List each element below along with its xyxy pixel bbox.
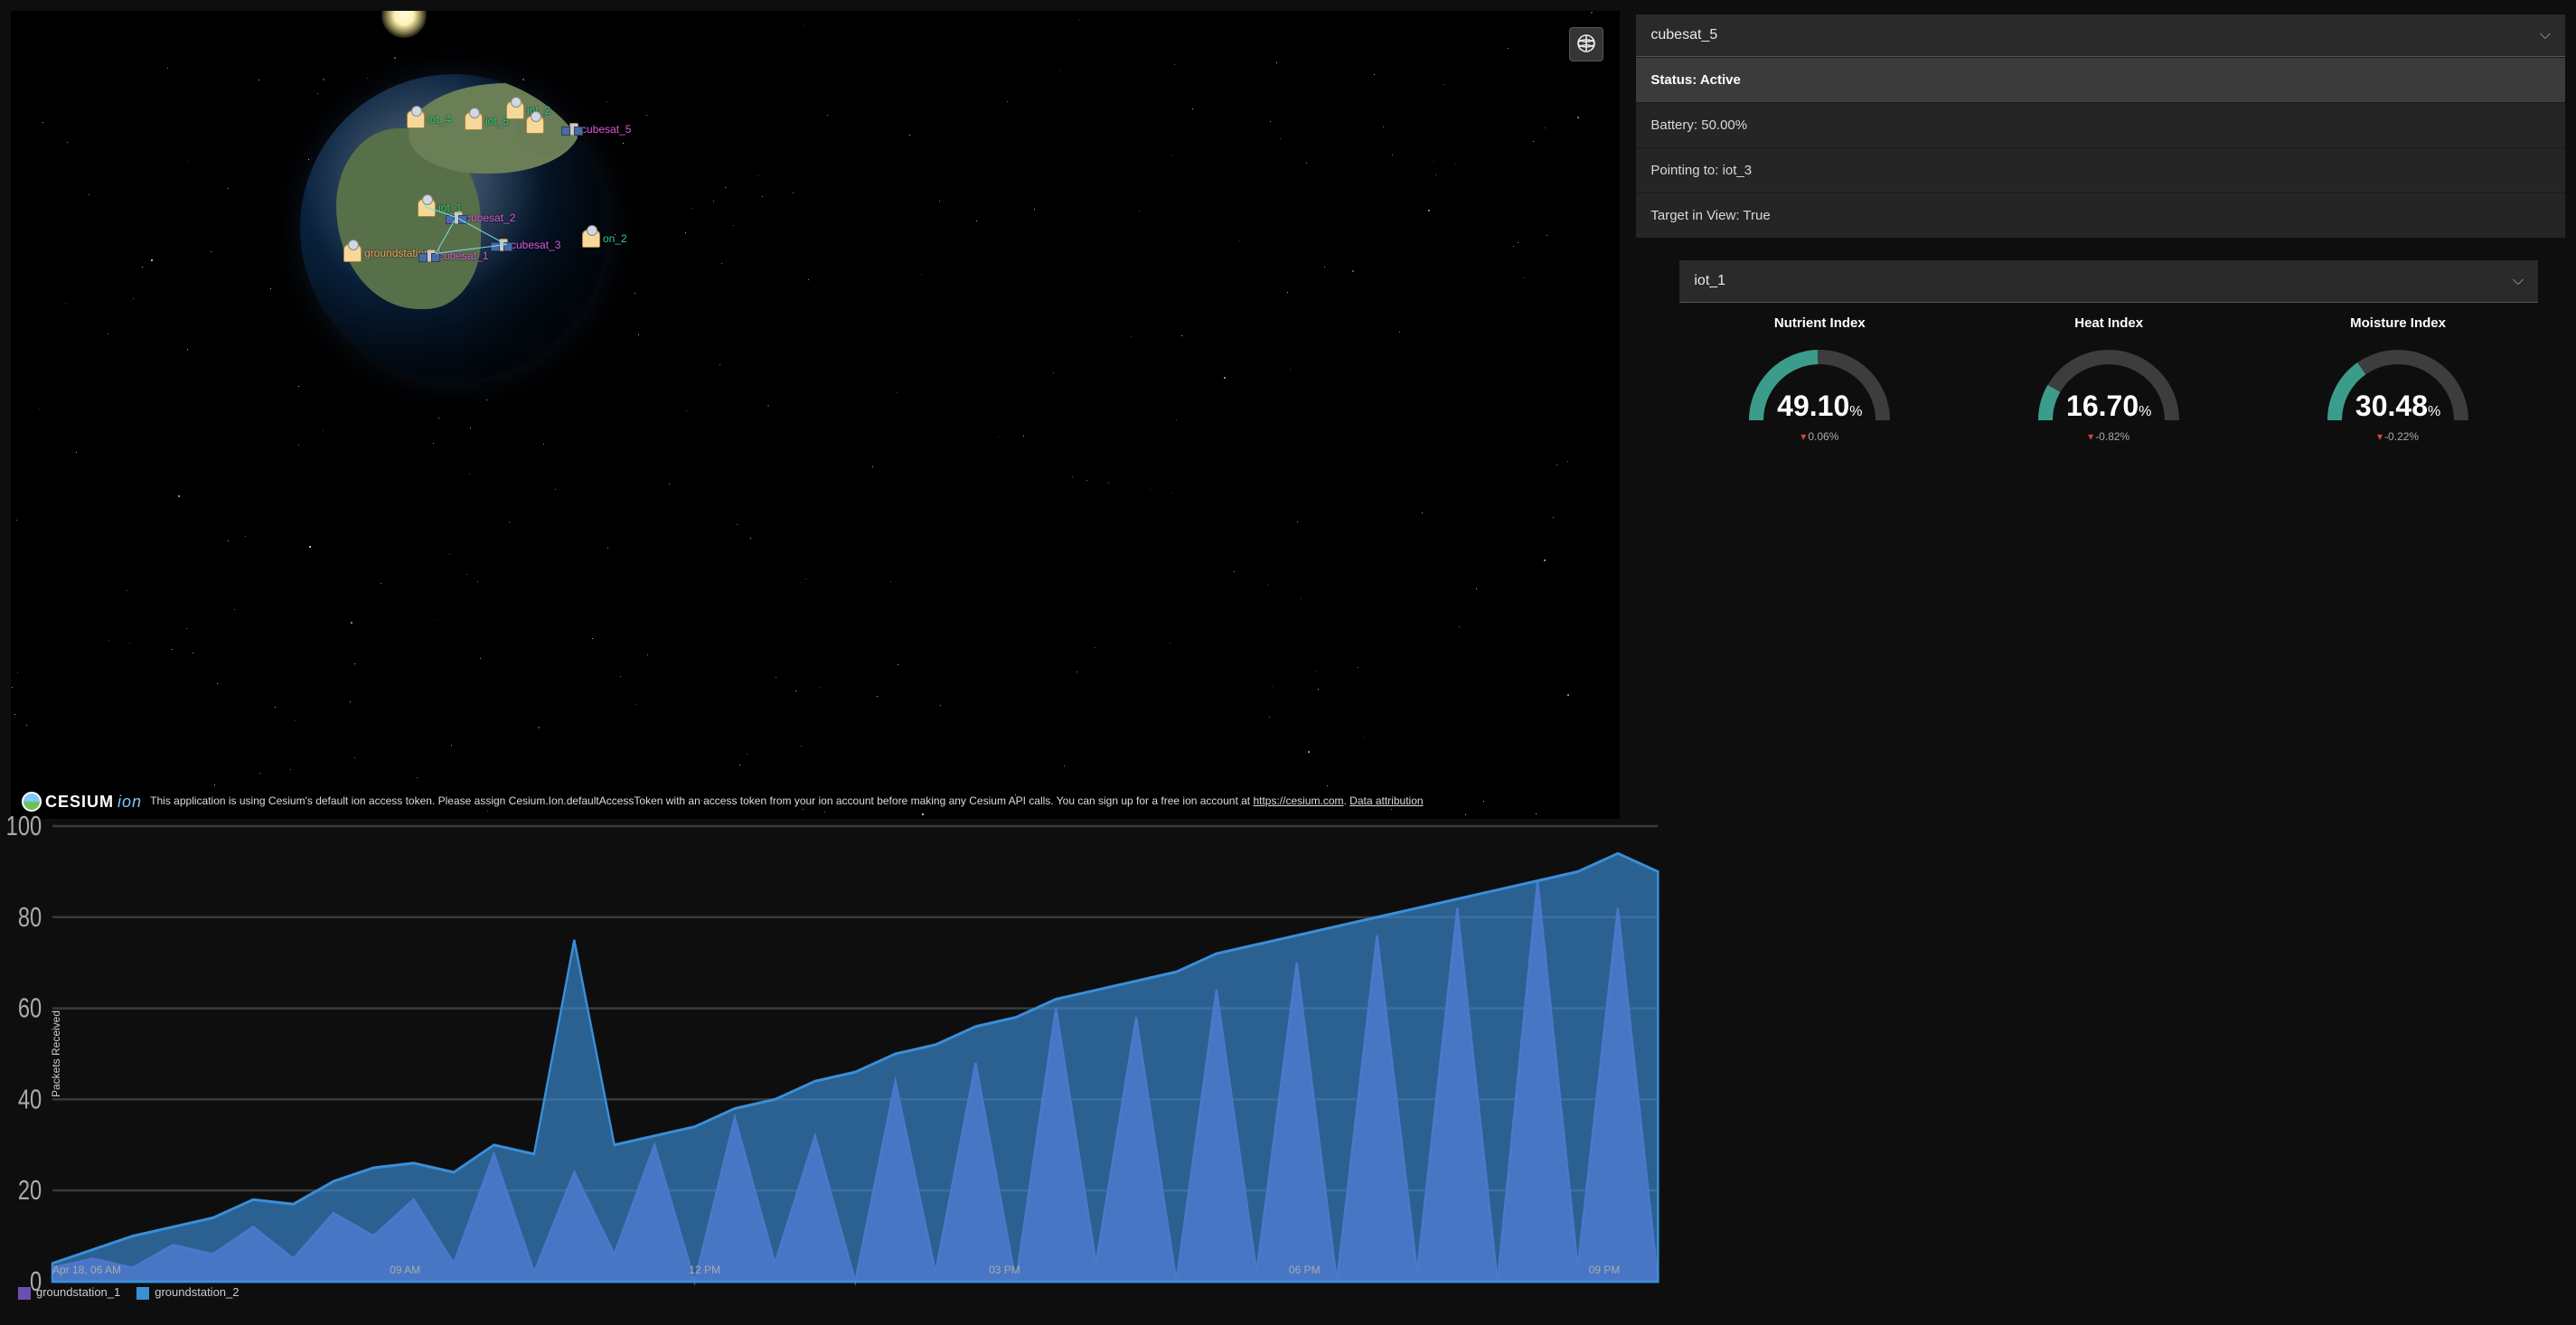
globe-marker-label: cubesat_3 — [511, 239, 560, 251]
chart-x-tick: Apr 18, 06 AM — [52, 1264, 121, 1276]
gauge-value: 30.48% — [2321, 390, 2475, 423]
cubesat-info-card: cubesat_5 ⌵ Status: ActiveBattery: 50.00… — [1636, 14, 2565, 238]
cubesat-dropdown-value: cubesat_5 — [1650, 27, 1717, 43]
globe-viewer[interactable]: iot_4iot_5iot_2cubesat_5iot_1cubesat_2on… — [11, 11, 1620, 819]
legend-item: groundstation_2 — [136, 1285, 239, 1300]
cesium-logo-icon — [22, 792, 42, 812]
svg-text:60: 60 — [18, 992, 42, 1024]
left-column: iot_4iot_5iot_2cubesat_5iot_1cubesat_2on… — [11, 11, 1620, 1314]
chart-x-tick: 03 PM — [989, 1264, 1020, 1276]
gauge-row: Nutrient Index 49.10% ▾0.06% Heat Index 16.7… — [1679, 315, 2538, 443]
chevron-down-icon: ⌵ — [2513, 273, 2524, 289]
earth-globe — [300, 74, 607, 381]
globe-marker-iot_4[interactable]: iot_4 — [407, 110, 451, 128]
iot-station-icon — [506, 101, 524, 119]
chart-legend: groundstation_1groundstation_2 — [14, 1285, 1620, 1300]
attribution-text-before: This application is using Cesium's defau… — [150, 794, 1253, 807]
packets-chart[interactable]: Packets Received 020406080100 Apr 18, 06… — [14, 826, 1620, 1282]
iot-gauge-card: iot_1 ⌵ Nutrient Index 49.10% ▾0.06% Heat I… — [1636, 260, 2565, 443]
gauge-title: Nutrient Index — [1679, 315, 1960, 331]
chart-x-tick: 12 PM — [689, 1264, 720, 1276]
globe-marker-label: iot_4 — [428, 113, 451, 126]
cesium-attribution: CESIUM ion This application is using Ces… — [22, 790, 1609, 813]
groundstation-icon — [343, 244, 362, 262]
gauge-value: 16.70% — [2032, 390, 2186, 423]
svg-text:0: 0 — [30, 1265, 42, 1297]
globe-marker-label: cubesat_2 — [465, 211, 515, 224]
svg-text:80: 80 — [18, 901, 42, 933]
info-row-1: Battery: 50.00% — [1636, 102, 2565, 147]
info-row-0: Status: Active — [1636, 57, 2565, 102]
attribution-link-data[interactable]: Data attribution — [1349, 794, 1423, 807]
chevron-down-icon: ⌵ — [2540, 27, 2551, 43]
globe-marker-cubesat_5[interactable]: cubesat_5 — [569, 123, 631, 136]
gauge-delta: ▾0.06% — [1679, 430, 1960, 443]
iot-dropdown[interactable]: iot_1 ⌵ — [1679, 260, 2538, 303]
info-row-3: Target in View: True — [1636, 193, 2565, 238]
chart-x-tick: 06 PM — [1289, 1264, 1321, 1276]
globe-marker-iot_3h[interactable] — [526, 116, 544, 134]
globe-network-icon — [1575, 33, 1597, 57]
svg-text:20: 20 — [18, 1174, 42, 1206]
right-column: cubesat_5 ⌵ Status: ActiveBattery: 50.00… — [1636, 11, 2565, 1314]
cesium-brand: CESIUM — [45, 790, 114, 813]
cubesat-info-rows: Status: ActiveBattery: 50.00%Pointing to… — [1636, 57, 2565, 238]
chart-x-tick: 09 AM — [390, 1264, 420, 1276]
packets-chart-panel: Packets Received 020406080100 Apr 18, 06… — [11, 826, 1620, 1314]
info-row-2: Pointing to: iot_3 — [1636, 147, 2565, 193]
gauge-1: Heat Index 16.70% ▾-0.82% — [1969, 315, 2249, 443]
iot-dropdown-value: iot_1 — [1694, 273, 1725, 289]
chart-x-tick: 09 PM — [1589, 1264, 1621, 1276]
satellite-icon — [569, 123, 578, 136]
app-root: iot_4iot_5iot_2cubesat_5iot_1cubesat_2on… — [0, 0, 2576, 1325]
iot-station-icon — [526, 116, 544, 134]
iot-station-icon — [465, 112, 483, 130]
gauge-title: Moisture Index — [2258, 315, 2538, 331]
gauge-delta: ▾-0.22% — [2258, 430, 2538, 443]
globe-marker-cubesat_2[interactable]: cubesat_2 — [454, 211, 515, 224]
globe-marker-iot_5[interactable]: iot_5 — [465, 112, 509, 130]
gauge-title: Heat Index — [1969, 315, 2249, 331]
globe-home-button[interactable] — [1569, 27, 1603, 61]
cubesat-dropdown[interactable]: cubesat_5 ⌵ — [1636, 14, 2565, 57]
gauge-0: Nutrient Index 49.10% ▾0.06% — [1679, 315, 1960, 443]
gauge-value: 49.10% — [1743, 390, 1896, 423]
svg-text:100: 100 — [6, 810, 42, 841]
cesium-brand-suffix: ion — [118, 790, 142, 813]
globe-marker-cubesat_3[interactable]: cubesat_3 — [499, 239, 560, 251]
chart-svg: 020406080100 — [52, 826, 1658, 1282]
svg-text:40: 40 — [18, 1084, 42, 1115]
iot-station-icon — [407, 110, 425, 128]
attribution-link-cesium[interactable]: https://cesium.com — [1253, 794, 1343, 807]
globe-marker-label: on_2 — [603, 232, 627, 245]
gauge-2: Moisture Index 30.48% ▾-0.22% — [2258, 315, 2538, 443]
starfield — [11, 11, 1620, 819]
satellite-icon — [427, 249, 436, 262]
globe-marker-groundstation_2[interactable]: on_2 — [582, 230, 627, 248]
gauge-delta: ▾-0.82% — [1969, 430, 2249, 443]
globe-marker-label: cubesat_5 — [581, 123, 631, 136]
chart-x-ticks: Apr 18, 06 AM 09 AM 12 PM 03 PM 06 PM 09 PM — [52, 1264, 1620, 1276]
iot-station-icon — [582, 230, 600, 248]
